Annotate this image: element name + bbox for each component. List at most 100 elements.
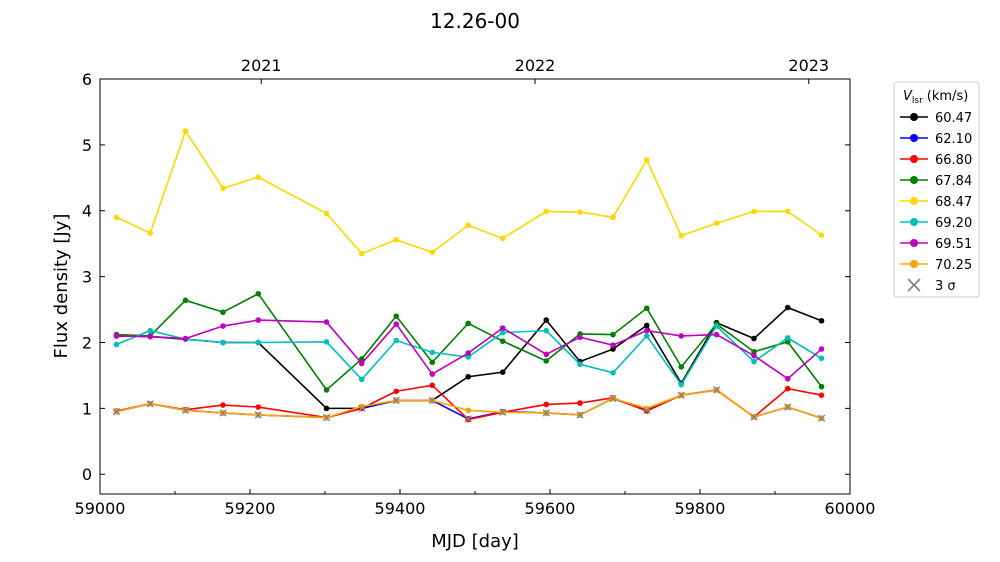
data-point xyxy=(255,174,262,180)
y-tick-label: 5 xyxy=(82,136,92,155)
data-point xyxy=(818,317,825,324)
sigma-marker xyxy=(428,396,436,405)
legend-label: 67.84 xyxy=(935,174,972,189)
data-point xyxy=(751,352,757,359)
series-line xyxy=(116,389,822,420)
data-point xyxy=(784,385,791,392)
data-point xyxy=(713,323,720,329)
legend-label: 62.10 xyxy=(935,132,972,147)
data-point xyxy=(818,383,825,390)
chart-title: 12.26-00 xyxy=(430,9,520,33)
sigma-marker xyxy=(219,409,227,417)
data-point xyxy=(429,249,436,256)
legend-label: 66.80 xyxy=(935,153,972,168)
data-point xyxy=(499,329,506,336)
x-tick-label: 59000 xyxy=(75,499,126,518)
x-tick-label: 59400 xyxy=(375,499,426,518)
data-point xyxy=(610,214,616,221)
sigma-marker xyxy=(677,391,685,399)
data-point xyxy=(818,346,825,352)
data-point xyxy=(784,304,791,311)
data-point xyxy=(323,405,330,412)
plot-area: 59000 59200 59400 59600 59800 60000 0 1 2 3 4 5 6 202… xyxy=(75,56,876,518)
data-point xyxy=(751,208,757,215)
data-point xyxy=(784,335,791,341)
legend-label: 69.51 xyxy=(935,237,972,252)
data-point xyxy=(323,339,330,345)
series-line xyxy=(116,129,822,255)
legend-swatch-marker xyxy=(910,134,918,142)
sigma-marker xyxy=(712,386,721,394)
data-point xyxy=(358,356,365,362)
data-point xyxy=(818,232,825,238)
legend-title: Vlsr (km/s) xyxy=(903,89,968,106)
data-point xyxy=(643,322,650,329)
series-line xyxy=(116,324,822,387)
data-point xyxy=(182,128,189,134)
data-point xyxy=(429,349,436,356)
data-point xyxy=(499,325,506,331)
legend-label: 60.47 xyxy=(935,111,972,126)
data-point xyxy=(577,361,583,368)
top-year-label: 2023 xyxy=(788,56,829,75)
sigma-marker xyxy=(358,404,366,413)
data-point xyxy=(543,401,550,408)
data-point xyxy=(543,327,550,334)
sigma-marker xyxy=(146,400,154,408)
y-tick-label: 3 xyxy=(82,268,92,287)
legend-swatch-marker xyxy=(910,239,918,247)
legend-swatch-marker xyxy=(910,155,918,163)
data-point xyxy=(393,388,400,395)
data-point xyxy=(429,359,436,366)
legend-item: 67.84 xyxy=(900,174,972,189)
series-line xyxy=(116,319,823,380)
data-point xyxy=(220,323,226,329)
data-point xyxy=(358,250,365,257)
sigma-marker xyxy=(542,409,550,417)
legend-item: 68.47 xyxy=(900,195,972,210)
sigma-marker xyxy=(112,407,121,416)
data-point xyxy=(577,209,583,215)
sigma-marker xyxy=(817,414,826,422)
data-point xyxy=(678,364,685,370)
data-point xyxy=(255,339,262,346)
x-axis-label: MJD [day] xyxy=(431,531,519,552)
sigma-marker xyxy=(499,408,507,416)
data-point xyxy=(465,354,472,360)
data-point xyxy=(543,317,550,323)
legend-swatch-marker xyxy=(910,113,918,121)
data-point xyxy=(713,331,720,338)
data-point xyxy=(465,407,472,414)
y-axis-label: Flux density [Jy] xyxy=(51,214,72,359)
x-tick-label: 59800 xyxy=(675,499,726,518)
data-point xyxy=(499,338,506,344)
data-point xyxy=(643,157,650,163)
data-point xyxy=(610,369,616,376)
legend-item: 69.51 xyxy=(900,237,972,252)
series-69.51 xyxy=(113,317,825,382)
data-point xyxy=(220,339,226,346)
data-point xyxy=(751,358,757,365)
data-point xyxy=(751,348,757,355)
legend-sigma-cross xyxy=(907,278,921,292)
data-point xyxy=(220,309,226,315)
top-year-label: 2021 xyxy=(241,56,282,75)
data-point xyxy=(678,232,685,239)
legend-item: 62.10 xyxy=(900,132,972,147)
data-point xyxy=(147,333,154,340)
data-point xyxy=(465,222,472,229)
legend-item: 60.47 xyxy=(900,111,972,126)
data-point xyxy=(784,208,791,215)
data-point xyxy=(182,335,189,342)
data-point xyxy=(393,236,400,243)
data-point xyxy=(147,327,154,334)
data-point xyxy=(543,351,550,358)
data-point xyxy=(643,327,650,334)
data-point xyxy=(499,235,506,242)
data-point xyxy=(323,319,330,325)
legend-item-sigma: 3 σ xyxy=(907,278,956,294)
data-point xyxy=(429,371,436,377)
data-point xyxy=(678,381,685,388)
data-point xyxy=(220,402,226,408)
